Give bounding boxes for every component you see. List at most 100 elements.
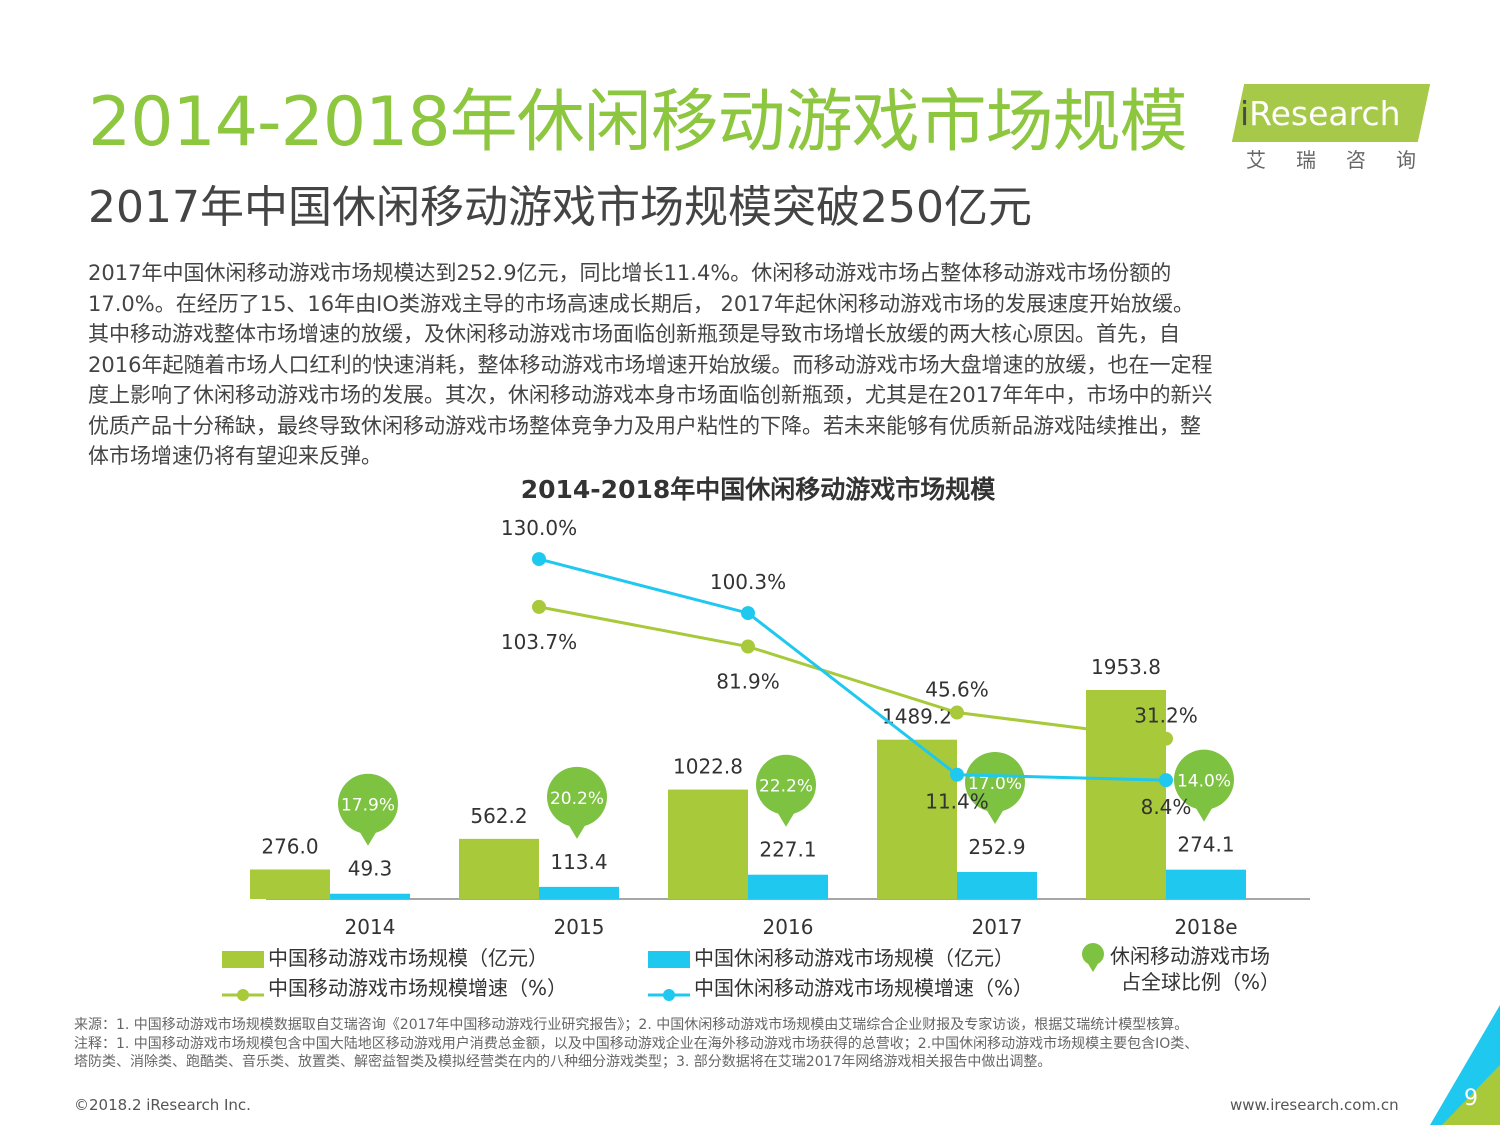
growth-leisure-line xyxy=(538,557,1167,782)
growth-mobile-point xyxy=(1159,731,1173,746)
growth-leisure-point xyxy=(741,606,755,621)
bar-value-label: 562.2 xyxy=(470,804,527,828)
source-notes: 来源：1. 中国移动游戏市场规模数据取自艾瑞咨询《2017年中国移动游戏行业研究… xyxy=(74,1016,1434,1072)
line-marker-icon xyxy=(222,988,264,1001)
growth-leisure-point xyxy=(532,552,546,567)
note-line: 注释：1. 中国移动游戏市场规模包含中国大陆地区移动游戏用户消费总金额，以及中国… xyxy=(74,1035,1199,1052)
page-subtitle: 2017年中国休闲移动游戏市场规模突破250亿元 xyxy=(88,182,1032,233)
legend-item-blue-bar: 中国休闲移动游戏市场规模（亿元） xyxy=(648,942,1014,971)
bar-mobile-game xyxy=(250,869,330,899)
x-tick-label: 2016 xyxy=(763,915,814,939)
note-line: 塔防类、消除类、跑酷类、音乐类、放置类、解密益智类及模拟经营类在内的八种细分游戏… xyxy=(74,1054,1052,1070)
logo-i: i xyxy=(1240,94,1250,133)
growth-leisure-point xyxy=(950,767,964,782)
bar-value-label: 49.3 xyxy=(348,857,393,881)
legend-item-bubble: 休闲移动游戏市场 xyxy=(1080,940,1270,973)
share-bubble xyxy=(547,766,607,827)
share-bubble xyxy=(965,751,1025,812)
growth-mobile-point xyxy=(532,599,546,614)
bar-leisure-game xyxy=(330,893,410,899)
share-bubble xyxy=(338,773,398,834)
bar-value-label: 274.1 xyxy=(1177,833,1234,857)
corner-decoration xyxy=(1430,1005,1500,1125)
page-title: 2014-2018年休闲移动游戏市场规模 xyxy=(88,83,1188,162)
growth-mobile-line xyxy=(538,605,1167,741)
bar-value-label: 227.1 xyxy=(759,838,816,862)
bar-mobile-game xyxy=(1086,690,1166,899)
copyright: ©2018.2 iResearch Inc. xyxy=(74,1096,251,1114)
bar-value-label: 276.0 xyxy=(261,834,318,858)
legend-item-blue-line: 中国休闲移动游戏市场规模增速（%） xyxy=(648,972,1033,1001)
body-line: 17.0%。在经历了15、16年由IO类游戏主导的市场高速成长期后， 2017年… xyxy=(88,291,1194,316)
growth-label: 31.2% xyxy=(1134,704,1198,728)
share-label: 20.2% xyxy=(550,789,604,809)
share-bubble-tail xyxy=(983,803,1007,824)
logo-wordmark: iResearch xyxy=(1240,94,1401,133)
growth-label: 8.4% xyxy=(1141,795,1192,819)
iresearch-logo: iResearch 艾瑞咨询 xyxy=(1231,78,1432,174)
chart-title: 2014-2018年中国休闲移动游戏市场规模 xyxy=(520,475,996,504)
bubble-icon xyxy=(1082,942,1104,972)
body-line: 其中移动游戏整体市场增速的放缓，及休闲移动游戏市场面临创新瓶颈是导致市场增长放缓… xyxy=(88,322,1180,346)
body-line: 体市场增速仍将有望迎来反弹。 xyxy=(88,444,382,468)
growth-label: 100.3% xyxy=(710,570,786,594)
growth-label: 11.4% xyxy=(925,790,989,814)
legend-swatch-green-bar xyxy=(222,951,264,968)
bar-leisure-game xyxy=(748,874,828,899)
legend-label: 中国休闲移动游戏市场规模增速（%） xyxy=(694,976,1034,1000)
bar-mobile-game xyxy=(459,838,539,899)
bar-value-label: 1022.8 xyxy=(673,755,743,779)
body-line: 2017年中国休闲移动游戏市场规模达到252.9亿元，同比增长11.4%。休闲移… xyxy=(88,261,1172,285)
bar-value-label: 1953.8 xyxy=(1091,655,1161,679)
legend-swatch-green-line xyxy=(222,983,264,1001)
legend-label: 中国移动游戏市场规模增速（%） xyxy=(268,976,568,1000)
x-tick-label: 2017 xyxy=(972,915,1023,939)
growth-label: 81.9% xyxy=(716,670,780,694)
bar-leisure-game xyxy=(539,886,619,899)
legend-label: 占全球比例（%） xyxy=(1121,970,1281,994)
share-bubble-tail xyxy=(774,806,798,827)
chart-canvas: 276.0 49.3 2014 17.9% 562.2 113.4 2015 20.2% 102… xyxy=(250,516,1310,939)
legend-swatch-blue-bar xyxy=(648,951,690,968)
bar-leisure-game xyxy=(1166,869,1246,899)
share-bubble xyxy=(1174,749,1234,810)
growth-mobile-point xyxy=(950,705,964,720)
growth-label: 130.0% xyxy=(501,516,577,540)
share-bubble-tail xyxy=(356,825,380,846)
x-tick-label: 2014 xyxy=(345,915,396,939)
bar-value-label: 252.9 xyxy=(968,835,1025,859)
share-bubble xyxy=(756,754,816,815)
body-line: 度上影响了休闲移动游戏市场的发展。其次，休闲移动游戏本身市场面临创新瓶颈，尤其是… xyxy=(88,383,1213,407)
share-label: 14.0% xyxy=(1177,772,1231,792)
legend-label: 休闲移动游戏市场 xyxy=(1110,944,1270,968)
growth-label: 45.6% xyxy=(925,678,989,702)
share-label: 17.0% xyxy=(968,774,1022,794)
x-tick-label: 2015 xyxy=(554,915,605,939)
legend-item-bubble-line2: 占全球比例（%） xyxy=(1121,966,1280,995)
growth-leisure-point xyxy=(1159,773,1173,788)
line-marker-icon xyxy=(648,988,690,1001)
legend-item-green-line: 中国移动游戏市场规模增速（%） xyxy=(222,972,567,1001)
growth-label: 103.7% xyxy=(501,630,577,654)
logo-cn: 艾瑞咨询 xyxy=(1246,148,1446,172)
legend-label: 中国移动游戏市场规模（亿元） xyxy=(268,946,548,970)
logo-research: Research xyxy=(1249,94,1401,133)
share-bubble-tail xyxy=(1192,801,1216,822)
body-line: 优质产品十分稀缺，最终导致休闲移动游戏市场整体竞争力及用户粘性的下降。若未来能够… xyxy=(88,413,1201,438)
share-bubble-tail xyxy=(565,818,589,839)
bar-leisure-game xyxy=(957,871,1037,899)
share-label: 22.2% xyxy=(759,777,813,797)
share-label: 17.9% xyxy=(341,796,395,816)
note-line: 来源：1. 中国移动游戏市场规模数据取自艾瑞咨询《2017年中国移动游戏行业研究… xyxy=(74,1017,1189,1033)
growth-mobile-point xyxy=(741,639,755,654)
legend-item-green-bar: 中国移动游戏市场规模（亿元） xyxy=(222,942,548,971)
body-line: 2016年起随着市场人口红利的快速消耗，整体移动游戏市场增速开始放缓。而移动游戏… xyxy=(88,352,1213,377)
legend-label: 中国休闲移动游戏市场规模（亿元） xyxy=(694,946,1014,970)
legend-swatch-bubble xyxy=(1080,942,1106,973)
body-paragraph: 2017年中国休闲移动游戏市场规模达到252.9亿元，同比增长11.4%。休闲移… xyxy=(88,258,1418,472)
bar-mobile-game xyxy=(668,789,748,899)
website-link[interactable]: www.iresearch.com.cn xyxy=(1230,1096,1399,1114)
x-tick-label: 2018e xyxy=(1174,915,1237,939)
page-number: 9 xyxy=(1464,1086,1478,1111)
legend-swatch-blue-line xyxy=(648,983,690,1001)
